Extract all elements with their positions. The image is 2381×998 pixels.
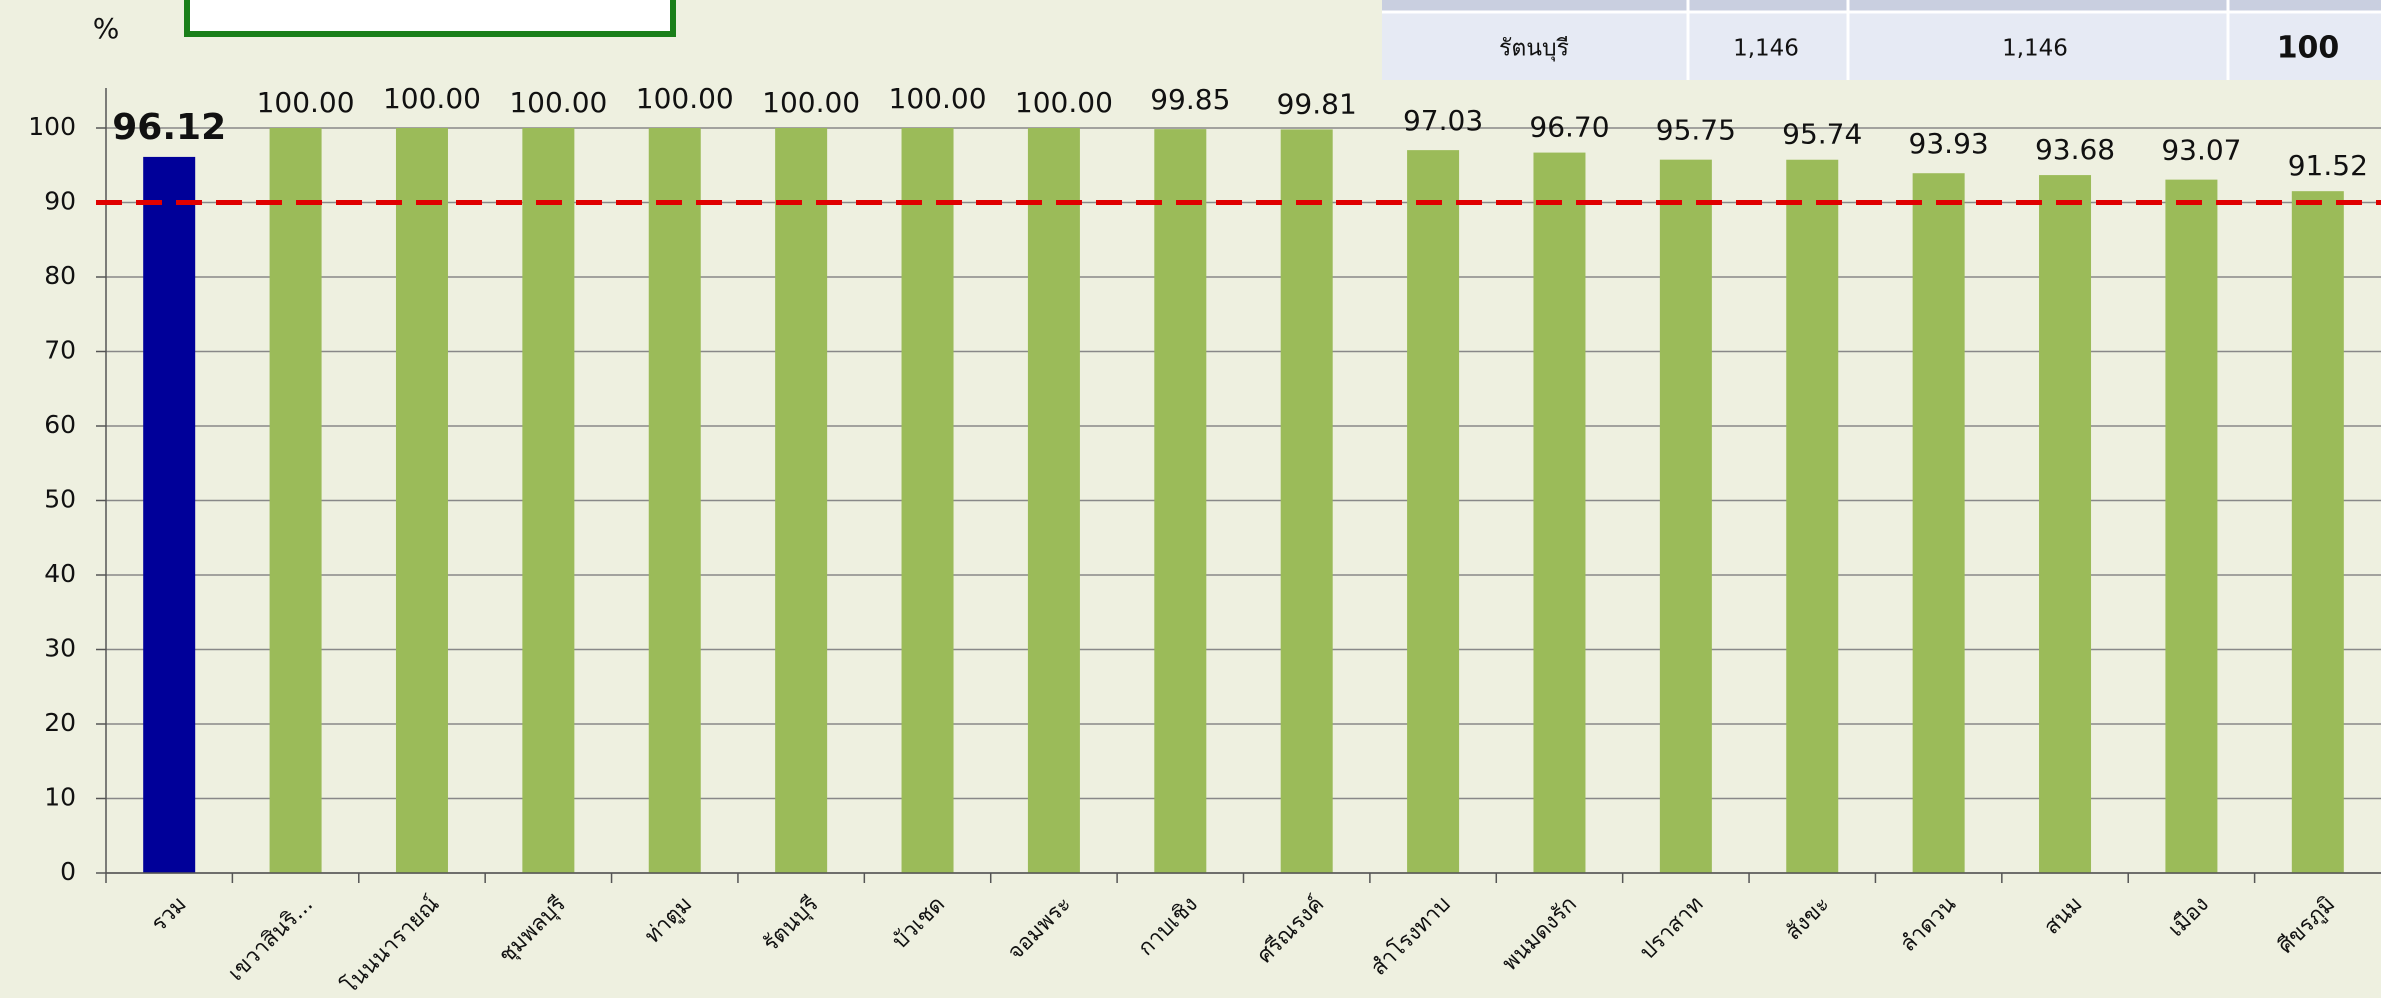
value-label: 96.70 xyxy=(1529,111,1609,144)
x-tick-label: ชุมพลบุรี xyxy=(494,892,571,969)
bar xyxy=(1407,150,1460,874)
bar xyxy=(775,128,828,873)
table-lines xyxy=(1382,0,2381,80)
bar xyxy=(901,128,954,873)
y-tick-label: 80 xyxy=(44,261,76,290)
value-label: 95.74 xyxy=(1782,118,1862,151)
y-tick-label: 40 xyxy=(44,559,76,588)
y-tick-label: 100 xyxy=(28,112,76,141)
bar xyxy=(2291,191,2344,873)
value-label: 96.12 xyxy=(112,107,226,148)
bar xyxy=(1280,129,1333,873)
value-label: 100.00 xyxy=(257,86,355,119)
x-tick-label: รวม xyxy=(147,892,192,937)
bar xyxy=(2165,179,2218,874)
x-tick-label: กาบเชิง xyxy=(1134,892,1203,961)
table-header xyxy=(1382,0,2381,12)
x-tick-label: สำโรงทาบ xyxy=(1366,891,1456,981)
y-tick-label: 90 xyxy=(44,187,76,216)
x-tick-label: จอมพระ xyxy=(1003,892,1076,965)
x-tick-label: เมือง xyxy=(2164,892,2214,942)
bar xyxy=(143,156,196,873)
bar xyxy=(648,128,701,873)
table-cell: รัตนบุรี xyxy=(1499,36,1569,62)
x-tick-label: สังขะ xyxy=(1781,892,1835,946)
value-label: 93.68 xyxy=(2035,133,2115,166)
y-unit: % xyxy=(93,12,120,45)
value-label: 100.00 xyxy=(383,82,481,115)
table-cell: 100 xyxy=(2277,31,2340,66)
value-label: 95.75 xyxy=(1656,114,1736,147)
value-label: 93.93 xyxy=(1909,127,1989,160)
y-tick-label: 0 xyxy=(60,857,76,886)
x-tick-label: โนนนารายณ์ xyxy=(336,891,444,998)
y-tick-label: 30 xyxy=(44,634,76,663)
y-tick-label: 20 xyxy=(44,708,76,737)
y-tick-label: 50 xyxy=(44,485,76,514)
value-label: 99.81 xyxy=(1277,87,1357,120)
x-tick-label: ศรีณรงค์ xyxy=(1252,892,1329,969)
value-label: 93.07 xyxy=(2161,134,2241,167)
value-label: 100.00 xyxy=(636,82,734,115)
value-label: 97.03 xyxy=(1403,104,1483,137)
table-cell: 1,146 xyxy=(1733,36,1799,62)
bar xyxy=(1154,129,1207,873)
table-cell: 1,146 xyxy=(2002,36,2068,62)
value-label: 91.52 xyxy=(2288,149,2368,182)
x-tick-label: สนม xyxy=(2039,892,2087,940)
x-tick-label: ท่าตูม xyxy=(640,892,697,949)
bar xyxy=(269,128,322,873)
x-tick-label: ปราสาท xyxy=(1635,892,1708,965)
value-label: 99.85 xyxy=(1150,83,1230,116)
bar xyxy=(1659,159,1712,874)
bar xyxy=(1533,152,1586,873)
x-tick-label: ลำดวน xyxy=(1896,892,1961,957)
header-box xyxy=(184,0,676,37)
value-label: 100.00 xyxy=(509,86,607,119)
bar xyxy=(395,128,448,873)
x-tick-label: รัตนบุรี xyxy=(759,892,824,957)
bar xyxy=(1027,128,1080,873)
y-tick-label: 60 xyxy=(44,410,76,439)
value-label: 100.00 xyxy=(1015,86,1113,119)
bar xyxy=(522,128,575,873)
value-label: 100.00 xyxy=(762,86,860,119)
bar xyxy=(1786,159,1839,873)
x-tick-label: เขวาสินริ... xyxy=(224,892,318,986)
y-tick-label: 10 xyxy=(44,783,76,812)
x-tick-label: ศีขรภูมิ xyxy=(2273,892,2340,959)
bar xyxy=(2039,175,2092,874)
y-tick-label: 70 xyxy=(44,336,76,365)
x-tick-label: บัวเชด xyxy=(888,892,950,954)
x-tick-label: พนมดงรัก xyxy=(1498,892,1582,976)
bar xyxy=(1912,173,1965,873)
value-label: 100.00 xyxy=(889,82,987,115)
